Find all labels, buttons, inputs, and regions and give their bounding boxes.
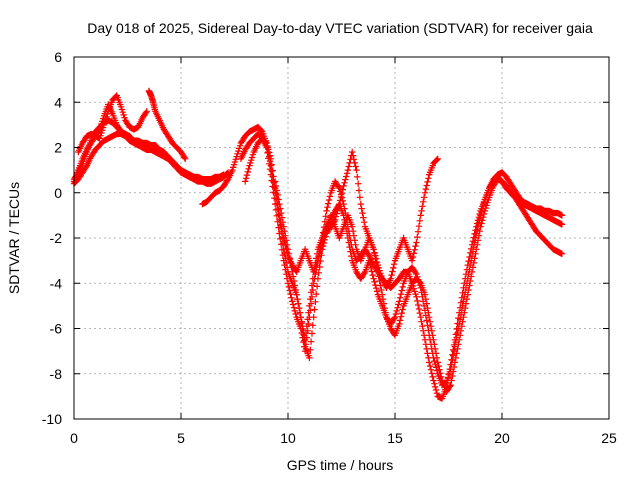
y-tick-label: -8 [50,366,63,382]
data-point-markers [75,92,150,156]
y-tick-label: 6 [54,49,62,65]
data-point-markers [272,148,441,362]
x-tick-label: 10 [280,430,296,446]
x-tick-label: 25 [601,430,617,446]
chart-title: Day 018 of 2025, Sidereal Day-to-day VTE… [87,20,593,36]
y-tick-label: -6 [50,321,63,337]
y-tick-label: -10 [42,411,62,427]
y-tick-label: -2 [50,230,63,246]
y-tick-label: 0 [54,185,62,201]
data-point-markers [145,87,189,162]
series-track-e [145,87,189,162]
x-axis-label: GPS time / hours [287,457,394,473]
x-tick-labels: 0 5 10 15 20 25 [70,430,617,446]
y-tick-label: 2 [54,140,62,156]
y-tick-label: -4 [50,275,63,291]
x-tick-label: 20 [494,430,510,446]
y-axis-label: SDTVAR / TECUs [6,182,22,294]
x-tick-label: 15 [387,430,403,446]
axis-ticks [73,56,610,420]
series-track-d [75,92,150,156]
x-tick-label: 5 [177,430,185,446]
x-tick-label: 0 [70,430,78,446]
y-tick-label: 4 [54,94,62,110]
grid [74,57,609,419]
y-tick-labels: -10 -8 -6 -4 -2 0 2 4 6 [42,49,62,427]
series-track-i [272,148,441,362]
